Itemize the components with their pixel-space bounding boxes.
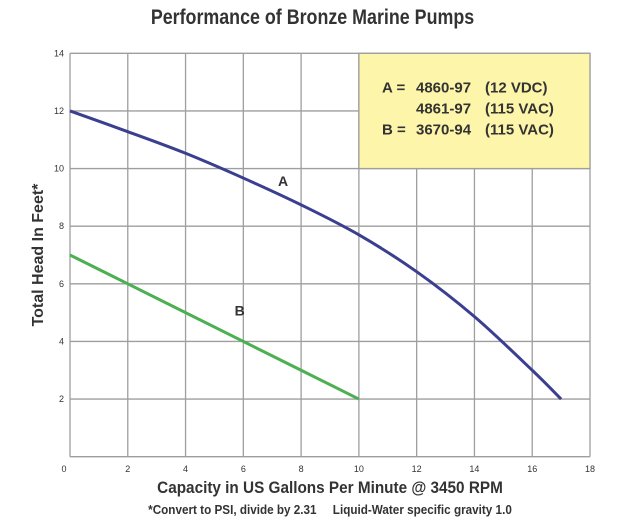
chart-title: Performance of Bronze Marine Pumps bbox=[150, 6, 475, 29]
legend-key: B = bbox=[382, 121, 406, 138]
legend-model: 4860-97 bbox=[416, 79, 471, 96]
legend-model: 4861-97 bbox=[416, 100, 471, 117]
y-tick-label: 6 bbox=[59, 279, 64, 289]
series-line-A bbox=[69, 109, 563, 401]
y-tick-label: 10 bbox=[54, 164, 64, 174]
y-tick-label: 4 bbox=[59, 336, 64, 346]
legend-spec: (115 VAC) bbox=[485, 121, 554, 138]
x-tick-label: 16 bbox=[527, 464, 537, 474]
x-tick-label: 2 bbox=[125, 464, 130, 474]
y-tick-label: 2 bbox=[59, 394, 64, 404]
y-tick-label: 12 bbox=[54, 106, 64, 116]
legend-spec: (115 VAC) bbox=[485, 100, 554, 117]
x-tick-label: 6 bbox=[241, 464, 246, 474]
x-tick-label: 4 bbox=[183, 464, 188, 474]
y-axis-label: Total Head In Feet* bbox=[30, 183, 47, 327]
footnote: *Convert to PSI, divide by 2.31 Liquid-W… bbox=[148, 502, 512, 517]
x-tick-label: 8 bbox=[299, 464, 304, 474]
series-label-A: A bbox=[278, 173, 288, 189]
x-tick-label: 12 bbox=[412, 464, 422, 474]
legend-box bbox=[358, 52, 591, 170]
x-tick-label: 0 bbox=[61, 464, 66, 474]
x-axis-label: Capacity in US Gallons Per Minute @ 3450… bbox=[157, 478, 503, 497]
legend-key: A = bbox=[382, 79, 405, 96]
legend-model: 3670-94 bbox=[416, 121, 472, 138]
legend-spec: (12 VDC) bbox=[485, 79, 548, 96]
x-tick-label: 14 bbox=[469, 464, 479, 474]
x-tick-label: 10 bbox=[354, 464, 364, 474]
y-tick-label: 8 bbox=[59, 221, 64, 231]
y-tick-label: 14 bbox=[54, 48, 64, 58]
x-tick-label: 18 bbox=[585, 464, 595, 474]
series-label-B: B bbox=[235, 303, 245, 319]
series-line-B bbox=[69, 253, 360, 401]
